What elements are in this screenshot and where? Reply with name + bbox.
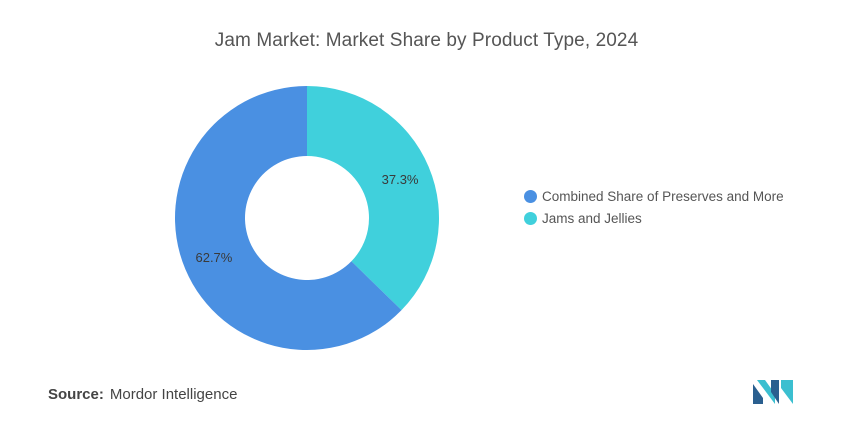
- legend-label-jams: Jams and Jellies: [542, 210, 642, 226]
- chart-title: Jam Market: Market Share by Product Type…: [214, 30, 639, 51]
- legend-swatch-jams: [524, 211, 537, 225]
- legend-label-preserves: Combined Share of Preserves and More: [542, 188, 784, 204]
- donut-slice-labels: 37.3% 62.7%: [195, 172, 418, 265]
- donut-slices: [174, 86, 439, 350]
- legend-swatch-preserves: [524, 189, 537, 203]
- source-note: Source: Mordor Intelligence: [48, 386, 237, 403]
- mordor-intelligence-logo-icon: [753, 380, 793, 404]
- donut-slice-1: [174, 86, 402, 350]
- legend-item-preserves: Combined Share of Preserves and More: [524, 185, 784, 207]
- legend-item-jams: Jams and Jellies: [524, 207, 784, 229]
- donut-slice-label-0: 37.3%: [382, 172, 419, 187]
- donut-slice-label-1: 62.7%: [195, 250, 232, 265]
- source-text: Mordor Intelligence: [109, 386, 238, 403]
- chart-legend: Combined Share of Preserves and More Jam…: [524, 185, 784, 229]
- source-label: Source:: [48, 386, 104, 403]
- donut-slice-0: [307, 86, 439, 311]
